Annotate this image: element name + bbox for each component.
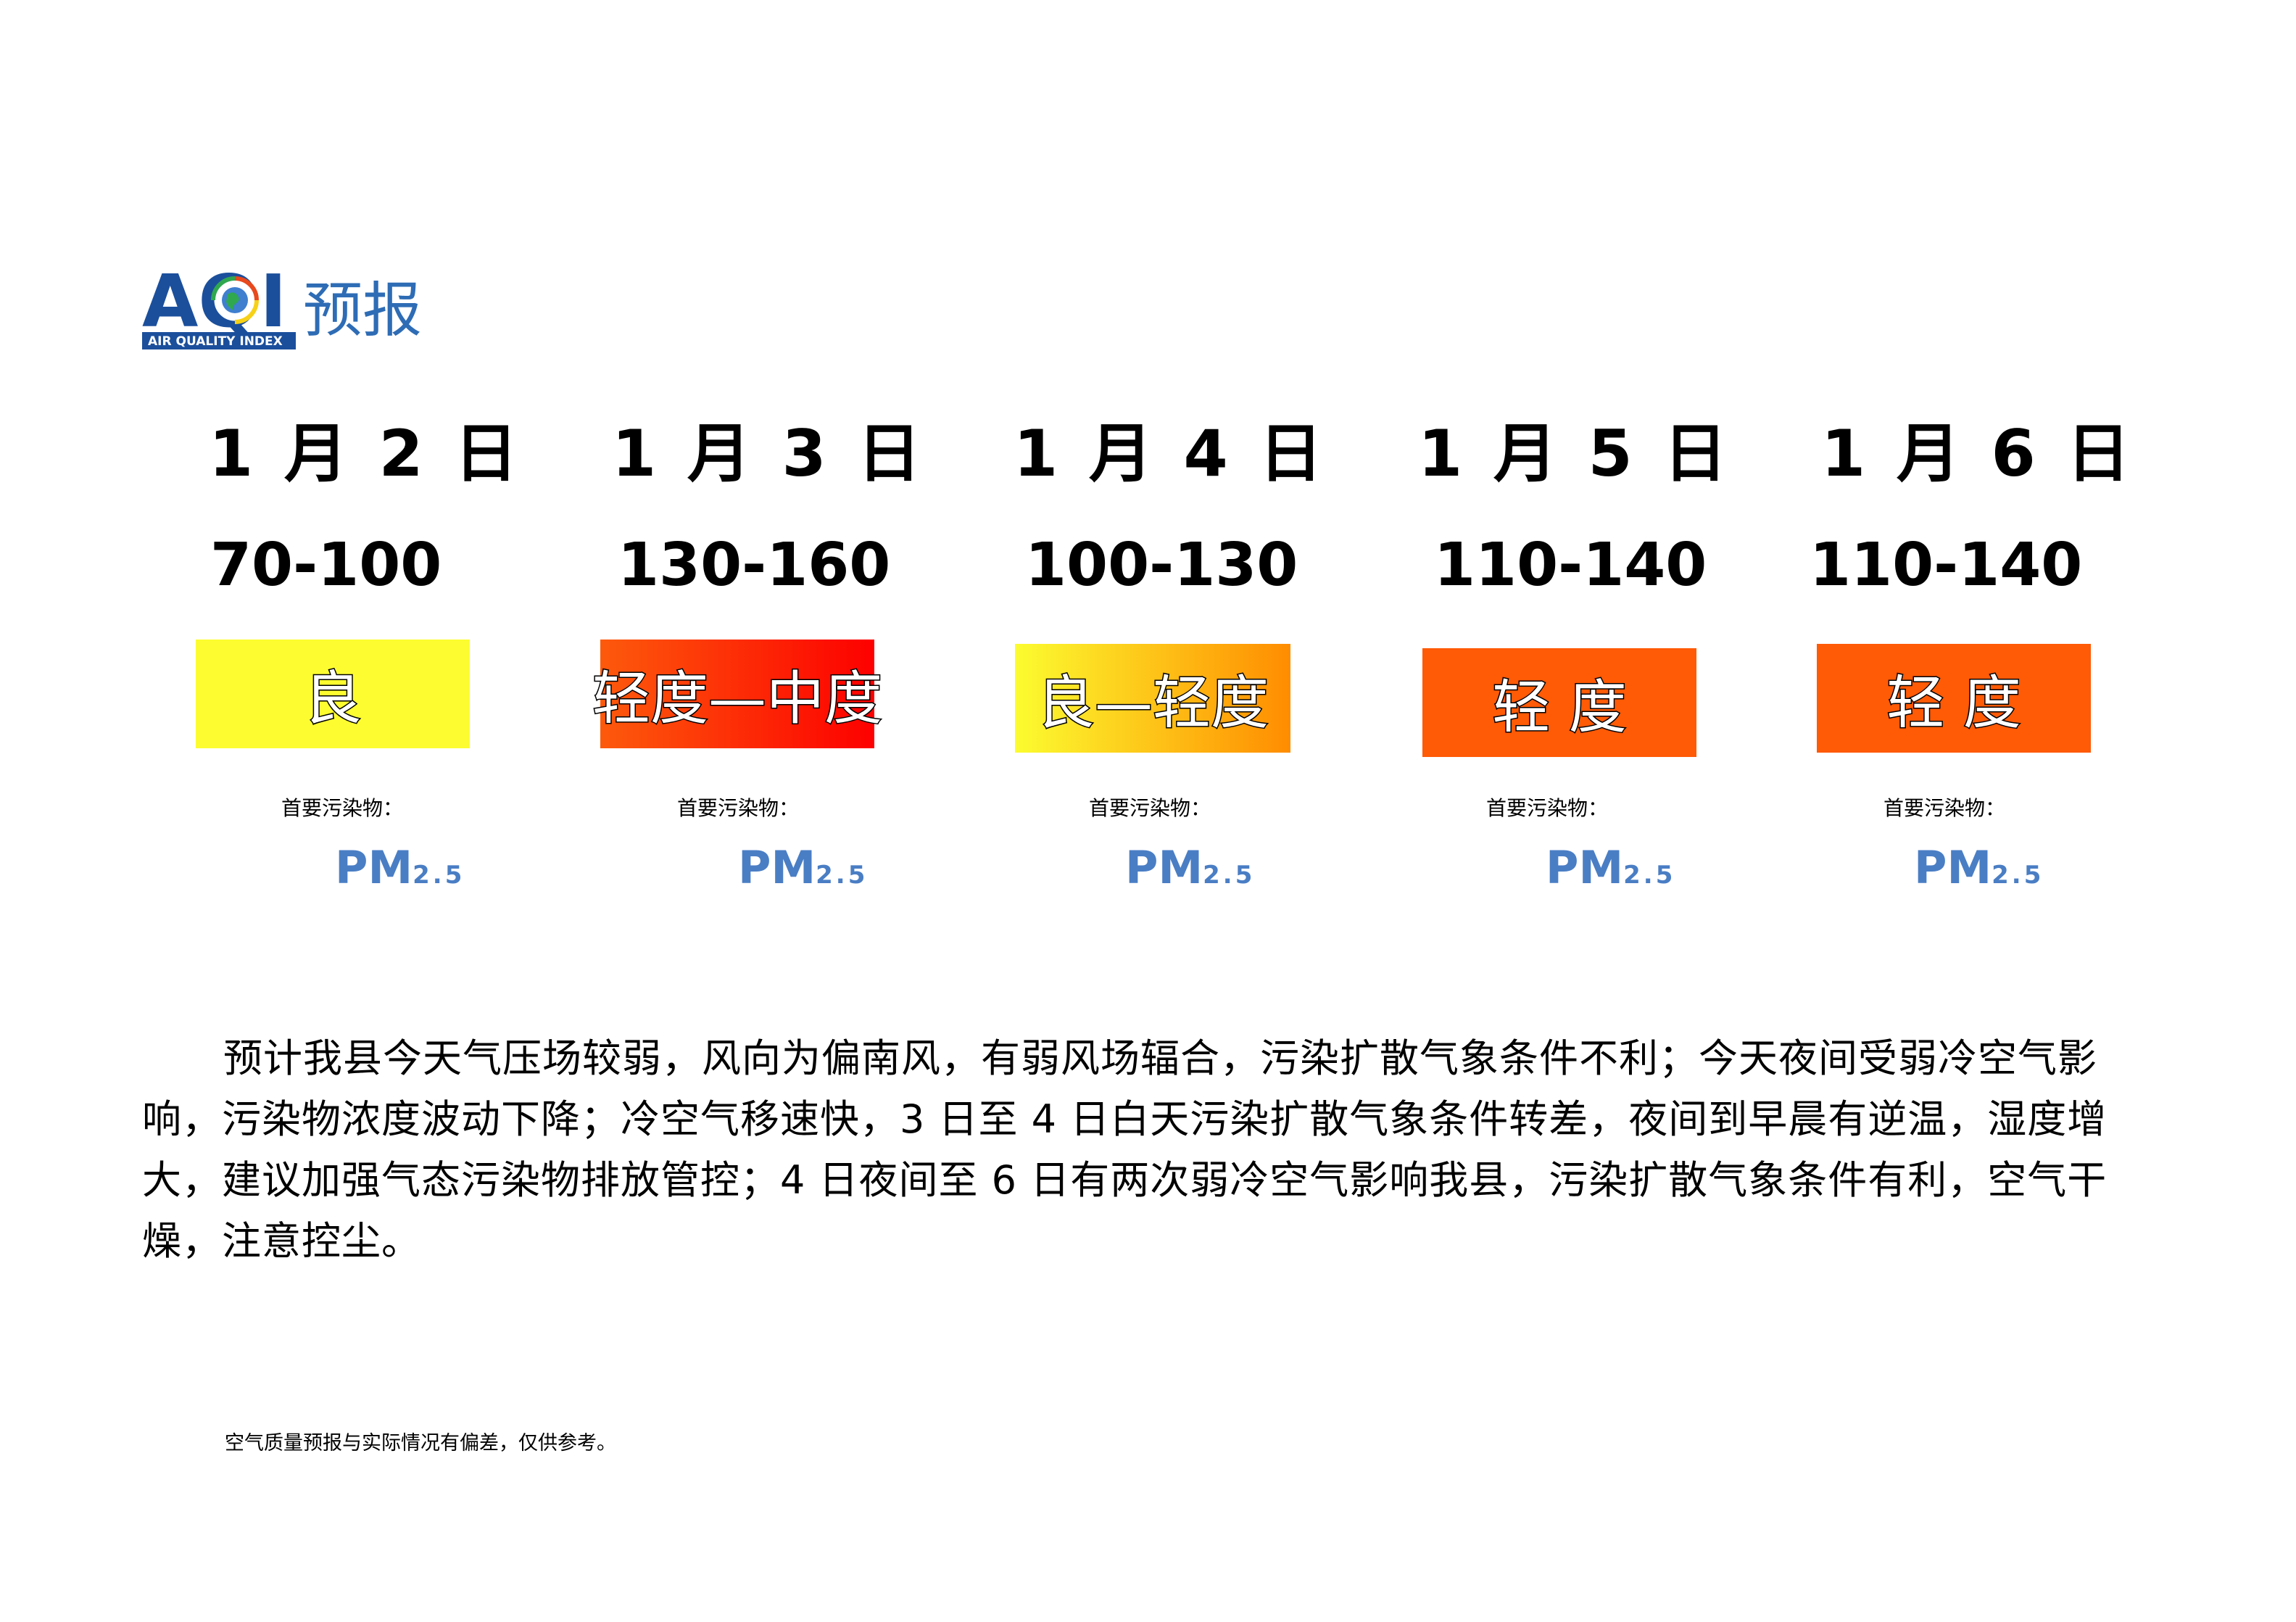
forecast-date: 1 月 2 日 [209, 416, 523, 491]
aqi-level-badge: 轻 度 [1817, 644, 2091, 753]
aqi-level-badge: 轻度—中度 [592, 640, 884, 748]
primary-pollutant-label: 首要污染物： [677, 796, 800, 820]
pollutant-subscript: 2.5 [1623, 861, 1676, 890]
primary-pollutant: PM2.5 [1546, 841, 1675, 894]
forecast-description: 预计我县今天气压场较弱，风向为偏南风，有弱风场辐合，污染扩散气象条件不利；今天夜… [142, 1035, 2108, 1264]
aqi-logo: AQI AIR QUALITY INDEX 预报 [142, 262, 422, 349]
primary-pollutant: PM2.5 [738, 841, 868, 894]
pollutant-name: PM [335, 841, 413, 894]
pollutant-name: PM [1546, 841, 1624, 894]
forecast-date: 1 月 3 日 [612, 416, 926, 491]
primary-pollutant: PM2.5 [335, 841, 465, 894]
aqi-level-badge: 良 [196, 640, 470, 748]
primary-pollutant-label: 首要污染物： [1089, 796, 1211, 820]
globe-icon [211, 276, 259, 324]
pollutant-name: PM [738, 841, 816, 894]
aqi-level-badge: 轻 度 [1422, 648, 1696, 757]
forecast-day-3: 1 月 4 日 100-130 良—轻度 首要污染物： PM2.5 [0, 0, 1322, 943]
forecast-date: 1 月 6 日 [1821, 416, 2135, 491]
aqi-range: 100-130 [1025, 531, 1298, 600]
pollutant-name: PM [1125, 841, 1203, 894]
forecast-date: 1 月 4 日 [1014, 416, 1327, 491]
primary-pollutant: PM2.5 [1914, 841, 2044, 894]
aqi-range: 110-140 [1434, 531, 1707, 600]
pollutant-subscript: 2.5 [413, 861, 465, 890]
forecast-day-1: 1 月 2 日 70-100 良 首要污染物： PM2.5 [0, 0, 518, 943]
forecast-day-4: 1 月 5 日 110-140 轻 度 首要污染物： PM2.5 [0, 0, 1727, 943]
aqi-level-badge: 良—轻度 [1015, 644, 1290, 753]
pollutant-name: PM [1914, 841, 1992, 894]
pollutant-subscript: 2.5 [1992, 861, 2044, 890]
primary-pollutant-label: 首要污染物： [1486, 796, 1609, 820]
aqi-range: 130-160 [618, 531, 891, 600]
primary-pollutant-label: 首要污染物： [281, 796, 404, 820]
forecast-day-2: 1 月 3 日 130-160 轻度—中度 首要污染物： PM2.5 [0, 0, 921, 943]
forecast-date: 1 月 5 日 [1418, 416, 1732, 491]
logo-forecast-label: 预报 [303, 276, 422, 345]
primary-pollutant-label: 首要污染物： [1883, 796, 2006, 820]
pollutant-subscript: 2.5 [1203, 861, 1256, 890]
aqi-range: 70-100 [210, 531, 442, 600]
logo-subtitle: AIR QUALITY INDEX [148, 334, 283, 349]
logo-subtitle-bar [142, 332, 296, 349]
primary-pollutant: PM2.5 [1125, 841, 1255, 894]
disclaimer-note: 空气质量预报与实际情况有偏差，仅供参考。 [225, 1432, 616, 1455]
forecast-day-5: 1 月 6 日 110-140 轻 度 首要污染物： PM2.5 [0, 0, 2130, 943]
pollutant-subscript: 2.5 [816, 861, 869, 890]
aqi-range: 110-140 [1810, 531, 2083, 600]
